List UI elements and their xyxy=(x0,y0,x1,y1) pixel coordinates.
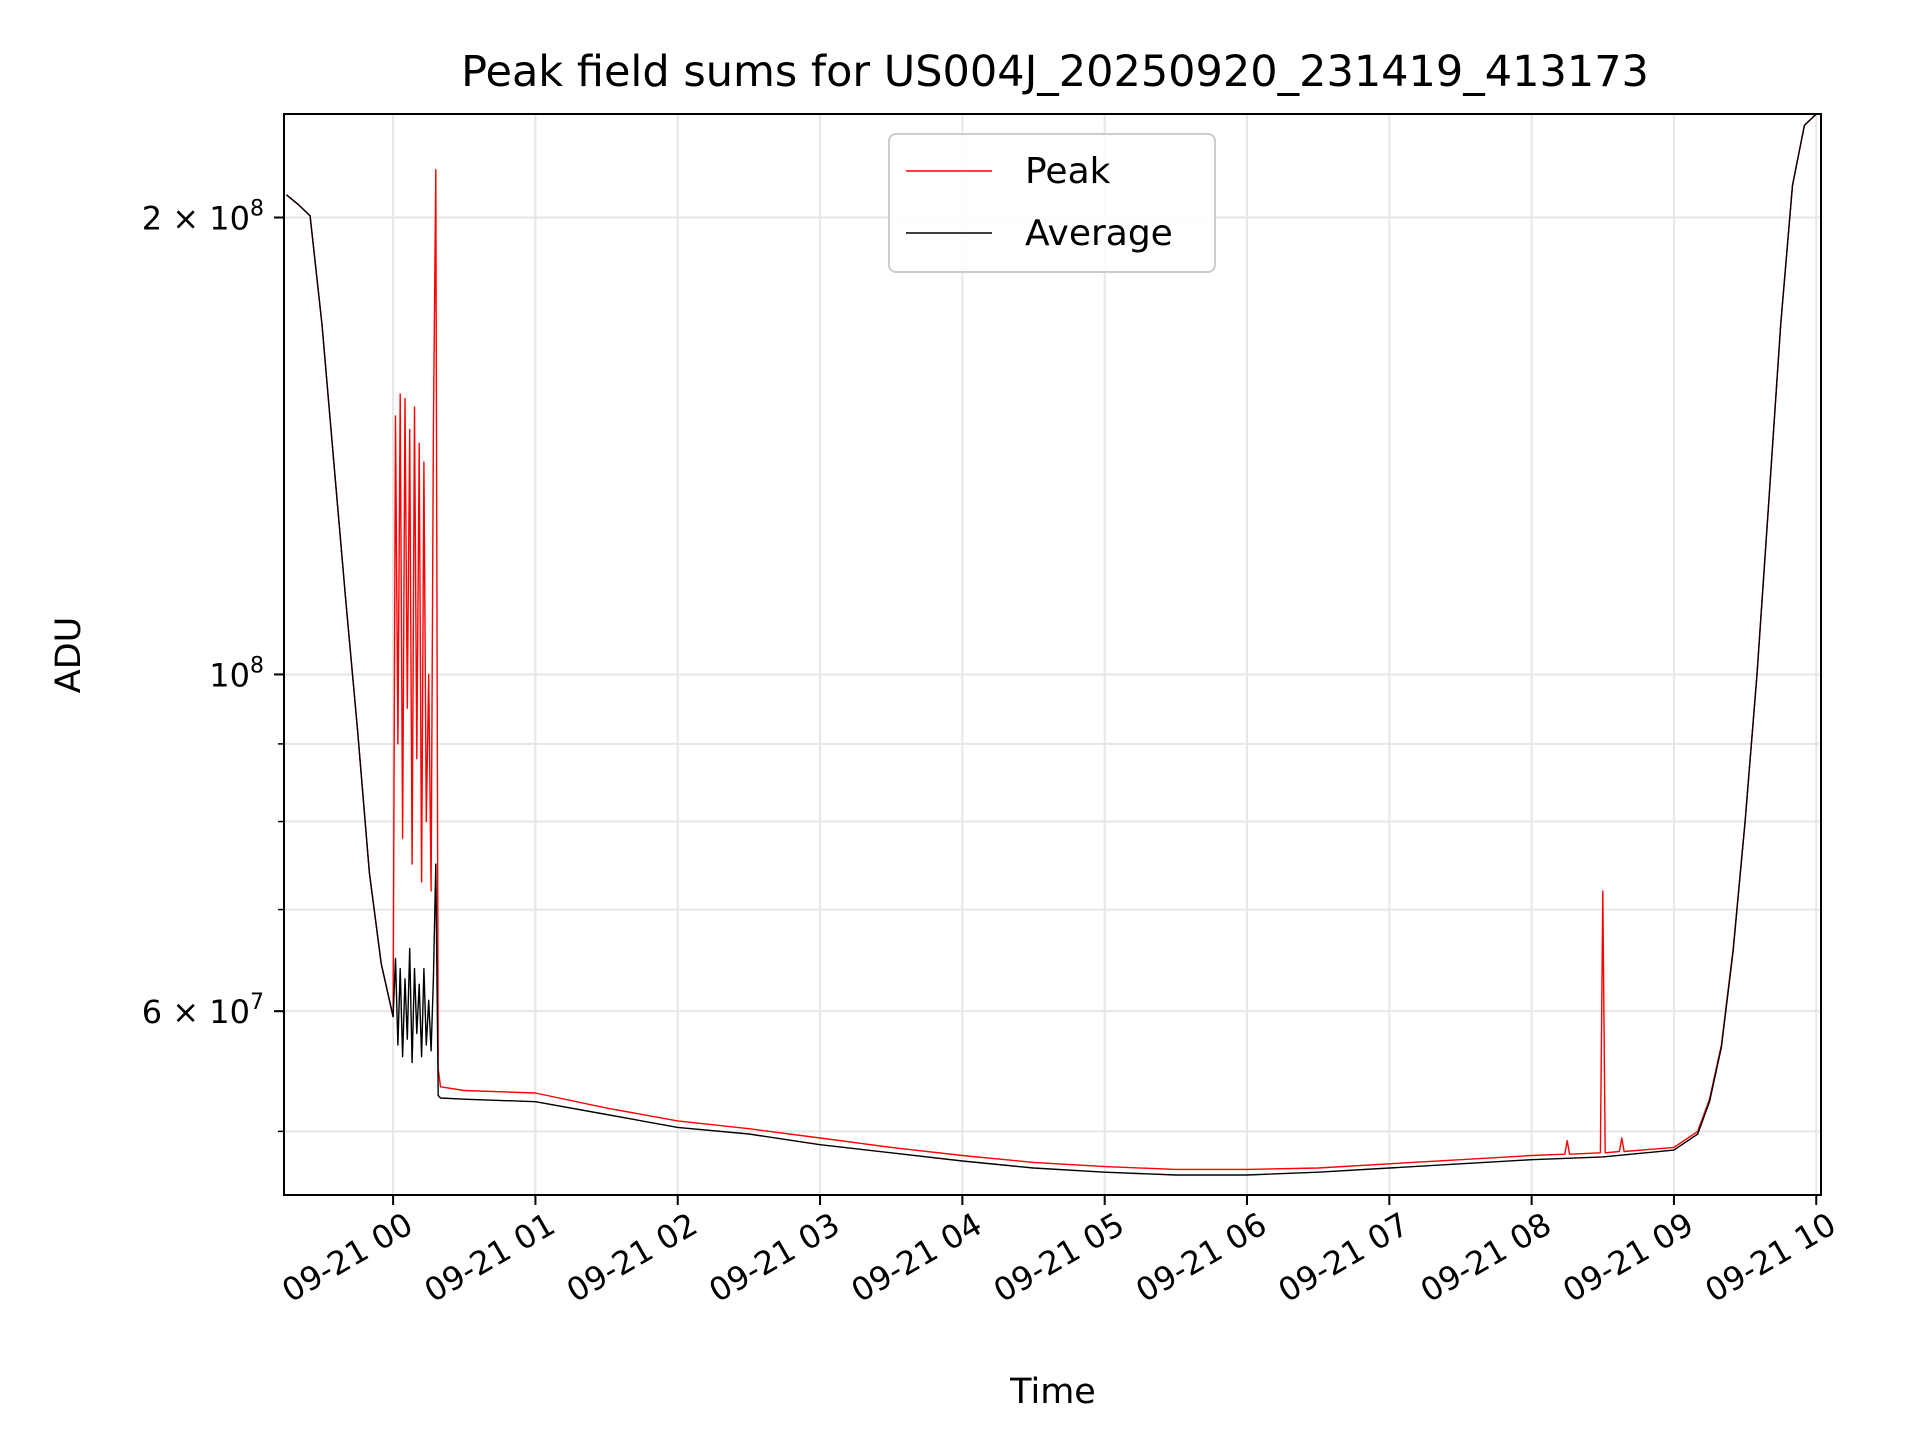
x-axis-label: Time xyxy=(1009,1372,1096,1412)
series-lines xyxy=(285,114,1817,1176)
chart-title: Peak field sums for US004J_20250920_2314… xyxy=(461,47,1649,97)
legend-average-label: Average xyxy=(1025,213,1173,254)
legend: Peak Average xyxy=(888,133,1216,273)
legend-box xyxy=(888,133,1216,273)
legend-peak-label: Peak xyxy=(1025,151,1111,192)
peak-series-line xyxy=(285,114,1817,1171)
plot-frame xyxy=(283,113,1822,1196)
y-tick-label-2: 6 × 107 xyxy=(142,990,264,1031)
y-axis-label: ADU xyxy=(49,617,89,694)
y-tick-label-0: 2 × 108 xyxy=(142,197,264,238)
grid-lines xyxy=(284,114,1821,1195)
average-series-line xyxy=(285,114,1817,1176)
